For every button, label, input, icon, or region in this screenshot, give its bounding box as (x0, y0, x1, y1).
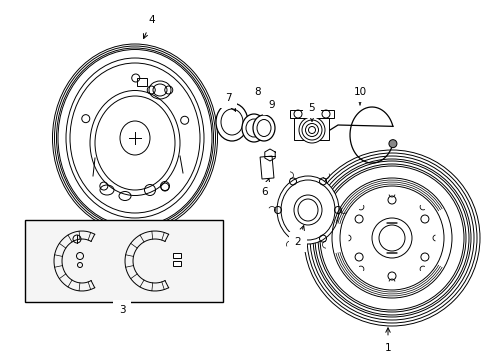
Ellipse shape (308, 126, 315, 134)
Ellipse shape (302, 120, 321, 140)
Ellipse shape (245, 119, 262, 137)
Bar (173, 253, 181, 258)
Bar (25, 220, 223, 302)
Text: 3: 3 (119, 304, 125, 315)
Circle shape (388, 140, 396, 148)
Bar (137, 78, 147, 86)
Ellipse shape (257, 120, 270, 136)
Text: 2: 2 (294, 226, 304, 247)
Text: 6: 6 (261, 179, 269, 197)
Ellipse shape (305, 123, 318, 136)
Ellipse shape (216, 103, 247, 141)
Bar (260, 156, 273, 179)
Ellipse shape (276, 176, 338, 244)
Text: 9: 9 (268, 100, 275, 111)
Text: 10: 10 (353, 87, 366, 105)
Bar (289, 110, 333, 118)
Text: 4: 4 (143, 15, 155, 39)
Circle shape (304, 150, 479, 326)
Text: 1: 1 (384, 328, 390, 353)
Bar (293, 112, 328, 140)
Text: 7: 7 (224, 93, 235, 111)
Ellipse shape (252, 115, 274, 141)
Text: 8: 8 (254, 87, 261, 98)
Ellipse shape (52, 44, 217, 232)
Ellipse shape (298, 117, 325, 143)
Ellipse shape (221, 109, 243, 135)
Bar (173, 261, 181, 266)
Ellipse shape (242, 114, 265, 142)
Text: 5: 5 (308, 103, 315, 121)
